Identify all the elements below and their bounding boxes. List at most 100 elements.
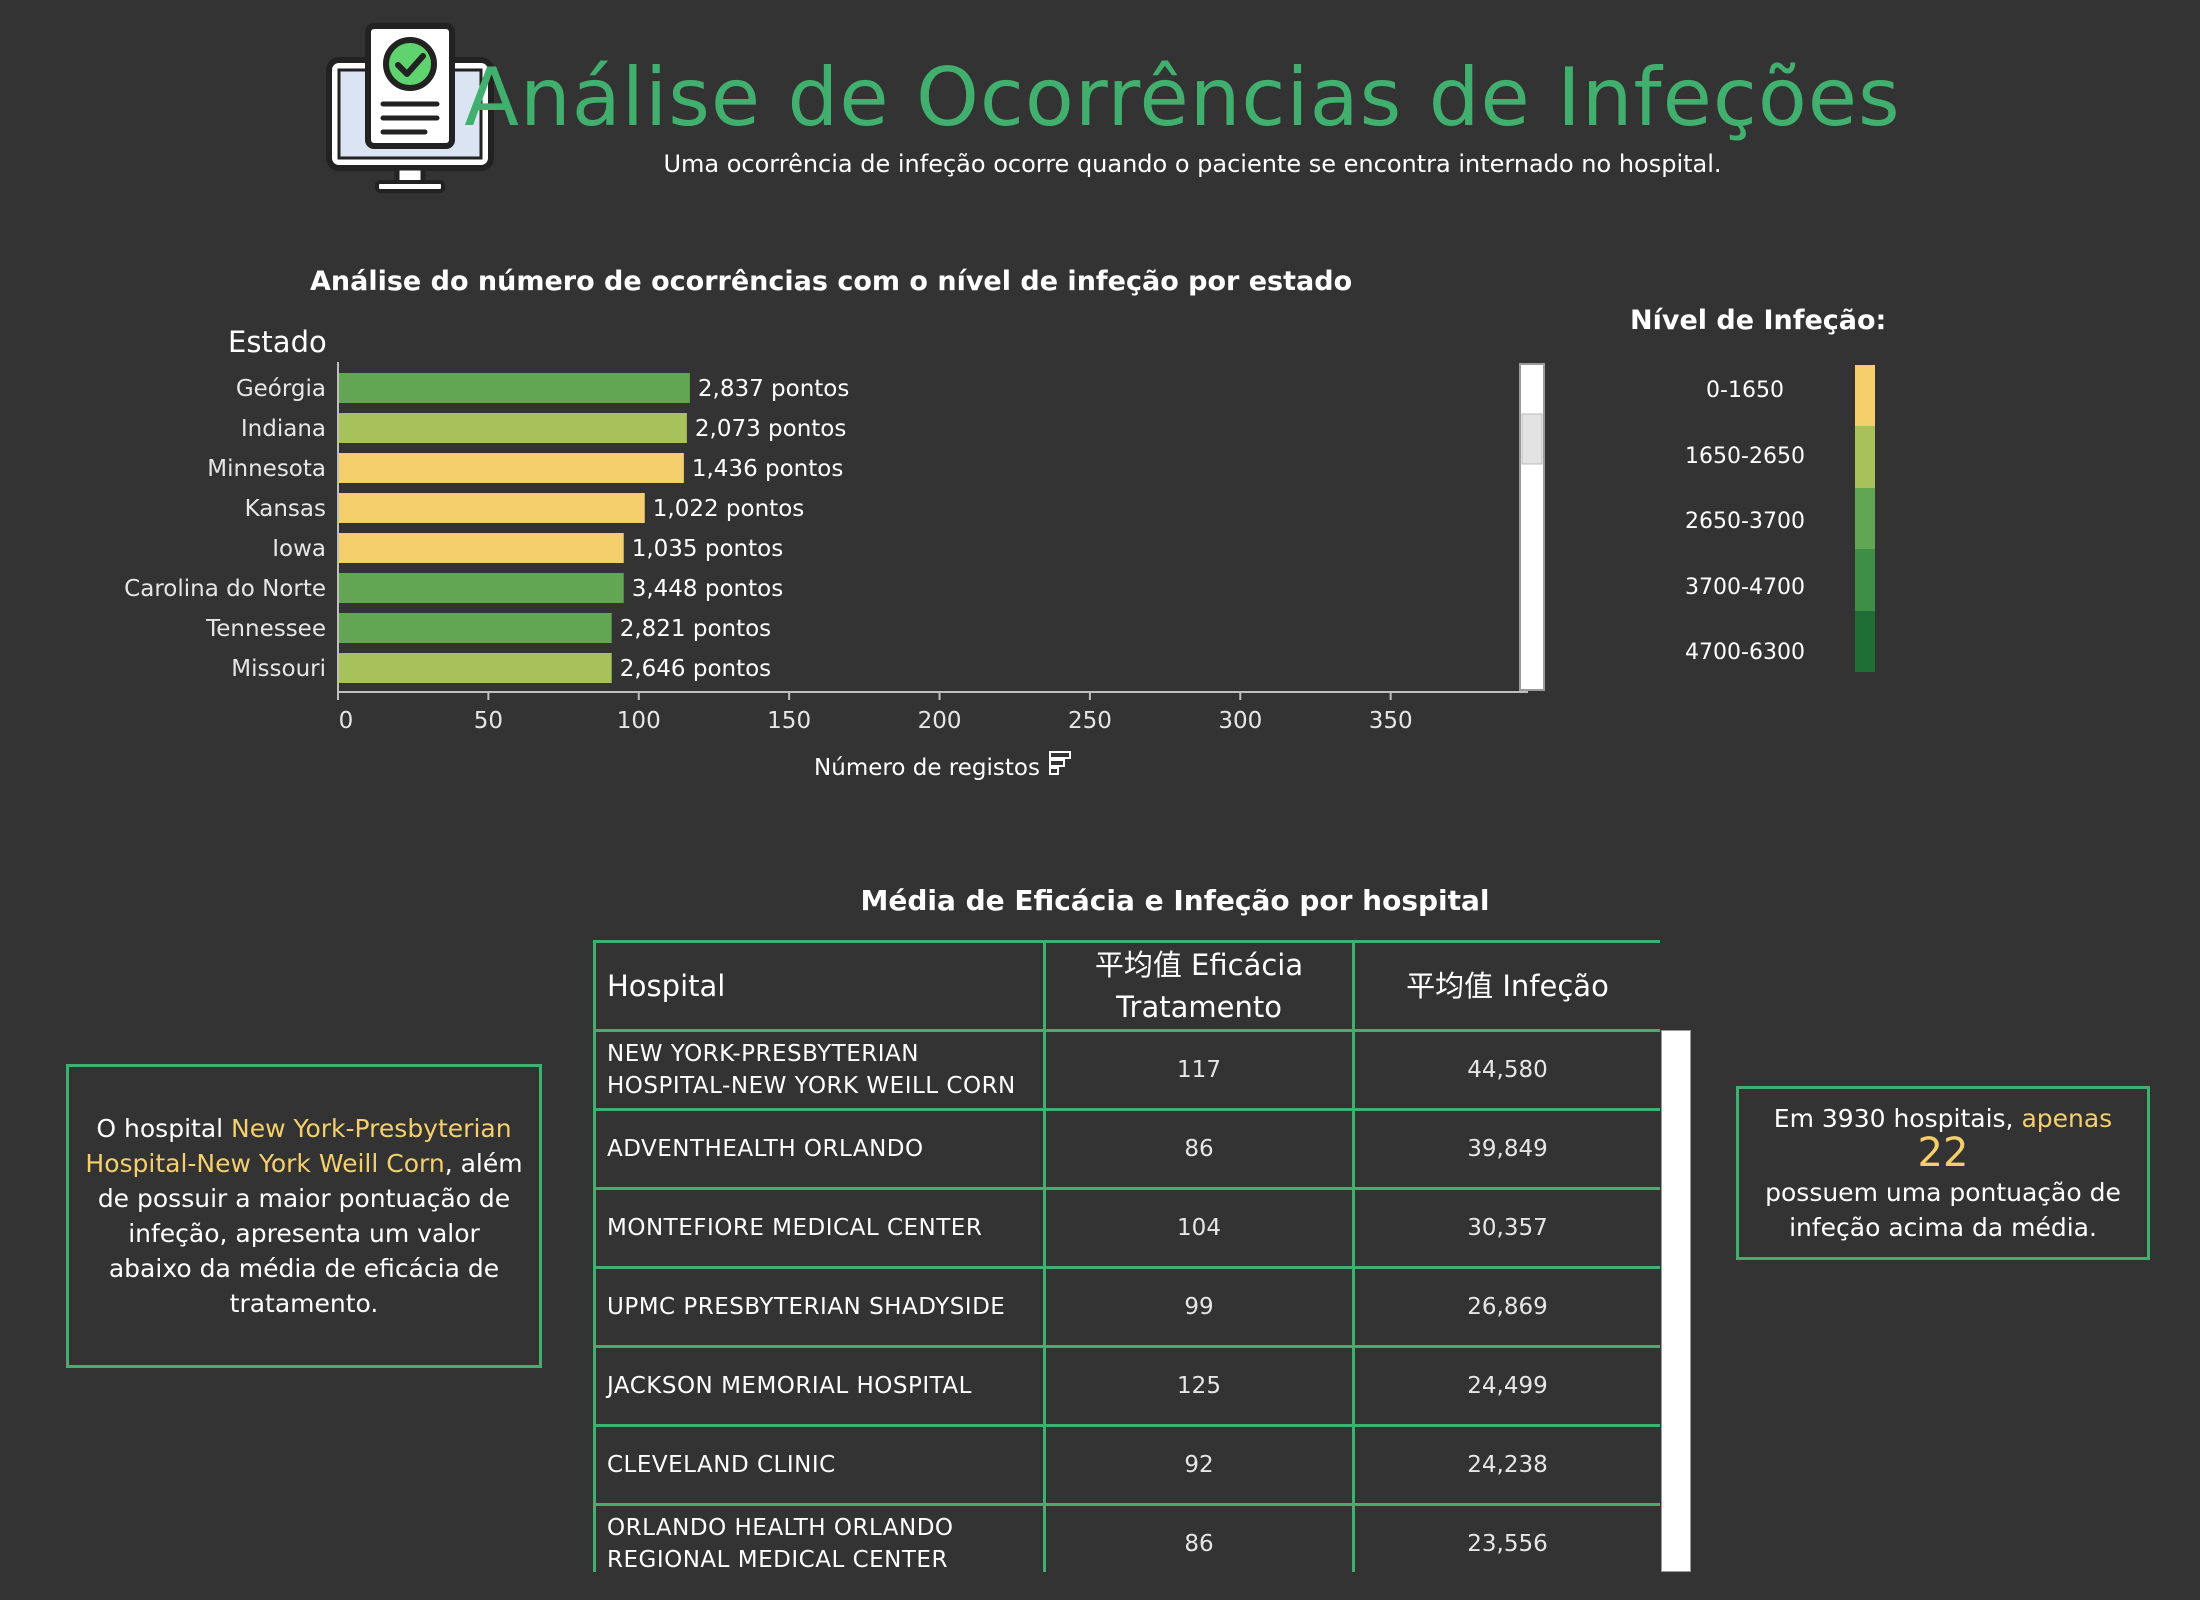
table-row[interactable]: ADVENTHEALTH ORLANDO 86 39,849 <box>593 1108 1660 1190</box>
insight-right-prefix: Em 3930 hospitais, <box>1773 1104 2022 1133</box>
chart-title: Análise do número de ocorrências com o n… <box>310 266 1353 297</box>
category-label: Carolina do Norte <box>124 576 326 602</box>
efficacy-cell: 104 <box>1043 1187 1355 1269</box>
bar-2 <box>338 453 684 483</box>
column-header-infection[interactable]: 平均值 Infeção <box>1352 940 1660 1032</box>
hospital-name-line1: JACKSON MEMORIAL HOSPITAL <box>607 1373 972 1399</box>
category-label: Geórgia <box>236 376 326 402</box>
bar-5 <box>338 573 624 603</box>
infection-cell: 26,869 <box>1352 1266 1660 1348</box>
insight-right-suffix: possuem uma pontuação de infeção acima d… <box>1765 1178 2121 1242</box>
efficacy-cell: 92 <box>1043 1424 1355 1506</box>
hospital-name-line1: UPMC PRESBYTERIAN SHADYSIDE <box>607 1294 1006 1320</box>
data-label: 2,073 pontos <box>695 416 846 442</box>
hospital-name-cell: UPMC PRESBYTERIAN SHADYSIDE <box>593 1266 1046 1348</box>
efficacy-cell: 99 <box>1043 1266 1355 1348</box>
hospital-name-line1: ADVENTHEALTH ORLANDO <box>607 1136 924 1162</box>
category-label: Tennessee <box>205 616 326 642</box>
data-label: 1,022 pontos <box>653 496 804 522</box>
hospital-name-cell: NEW YORK-PRESBYTERIAN HOSPITAL-NEW YORK W… <box>593 1029 1046 1111</box>
report-monitor-icon <box>326 23 494 193</box>
legend-swatch <box>1855 365 1875 427</box>
state-bar-chart: Estado Geórgia 2,837 pontos Indiana 2,073 po… <box>124 325 1545 781</box>
bar-3 <box>338 493 645 523</box>
table-row[interactable]: UPMC PRESBYTERIAN SHADYSIDE 99 26,869 <box>593 1266 1660 1348</box>
column-header-efficacy-line1: 平均值 Eficácia <box>1094 948 1304 982</box>
page-title: Análise de Ocorrências de Infeções <box>464 51 1901 144</box>
hospital-name-cell: ORLANDO HEALTH ORLANDO REGIONAL MEDICAL C… <box>593 1503 1046 1572</box>
x-axis-title: Número de registos <box>814 755 1040 781</box>
legend-label: 4700-6300 <box>1685 640 1805 665</box>
bar-0 <box>338 373 690 403</box>
infection-cell: 24,238 <box>1352 1424 1660 1506</box>
hospital-name-cell: ADVENTHEALTH ORLANDO <box>593 1108 1046 1190</box>
table-row[interactable]: NEW YORK-PRESBYTERIAN HOSPITAL-NEW YORK W… <box>593 1029 1660 1111</box>
x-tick-label: 350 <box>1369 708 1413 734</box>
hospital-name-line1: ORLANDO HEALTH ORLANDO <box>607 1515 954 1541</box>
category-label: Kansas <box>245 496 326 522</box>
insight-box-left: O hospital New York-Presbyterian Hospita… <box>66 1064 542 1368</box>
table-row[interactable]: JACKSON MEMORIAL HOSPITAL 125 24,499 <box>593 1345 1660 1427</box>
sort-icon[interactable] <box>1049 751 1071 775</box>
chart-scrollbar[interactable] <box>1519 363 1545 691</box>
x-tick-label: 100 <box>617 708 661 734</box>
data-label: 3,448 pontos <box>632 576 783 602</box>
legend-swatch <box>1855 549 1875 611</box>
insight-box-right: Em 3930 hospitais, apenas 22 possuem uma… <box>1736 1086 2150 1260</box>
column-header-hospital[interactable]: Hospital <box>593 940 1046 1032</box>
hospital-name-cell: CLEVELAND CLINIC <box>593 1424 1046 1506</box>
category-label: Iowa <box>272 536 326 562</box>
hospital-table: Hospital 平均值 Eficácia Tratamento 平均值 Inf… <box>593 940 1660 1572</box>
hospital-name-cell: JACKSON MEMORIAL HOSPITAL <box>593 1345 1046 1427</box>
table-row[interactable]: CLEVELAND CLINIC 92 24,238 <box>593 1424 1660 1506</box>
category-label: Minnesota <box>207 456 326 482</box>
data-label: 2,837 pontos <box>698 376 849 402</box>
category-label: Indiana <box>241 416 326 442</box>
legend-label: 3700-4700 <box>1685 574 1805 600</box>
infection-cell: 44,580 <box>1352 1029 1660 1111</box>
insight-left-prefix: O hospital <box>96 1114 232 1143</box>
x-tick-label: 300 <box>1218 708 1262 734</box>
efficacy-cell: 86 <box>1043 1108 1355 1190</box>
column-header-efficacy-line2: Tratamento <box>1116 990 1282 1024</box>
data-label: 2,821 pontos <box>620 616 771 642</box>
hospital-name-line1: MONTEFIORE MEDICAL CENTER <box>607 1215 983 1241</box>
table-row[interactable]: ORLANDO HEALTH ORLANDO REGIONAL MEDICAL C… <box>593 1503 1660 1572</box>
data-label: 1,035 pontos <box>632 536 783 562</box>
x-tick-label: 150 <box>767 708 811 734</box>
table-title: Média de Eficácia e Infeção por hospital <box>860 884 1490 917</box>
legend-swatch <box>1855 426 1875 488</box>
efficacy-cell: 86 <box>1043 1503 1355 1572</box>
efficacy-cell: 125 <box>1043 1345 1355 1427</box>
infection-cell: 30,357 <box>1352 1187 1660 1269</box>
data-label: 1,436 pontos <box>692 456 843 482</box>
bar-4 <box>338 533 624 563</box>
x-tick-label: 250 <box>1068 708 1112 734</box>
y-axis-title: Estado <box>228 325 327 359</box>
legend-swatch <box>1855 487 1875 550</box>
legend-title: Nível de Infeção: <box>1630 305 1887 336</box>
category-label: Missouri <box>231 656 326 682</box>
data-label: 2,646 pontos <box>620 656 771 682</box>
bar-6 <box>338 613 612 643</box>
table-row[interactable]: MONTEFIORE MEDICAL CENTER 104 30,357 <box>593 1187 1660 1269</box>
legend-label: 1650-2650 <box>1685 443 1805 469</box>
x-tick-label: 0 <box>339 708 354 734</box>
hospital-name-line1: NEW YORK-PRESBYTERIAN <box>607 1041 919 1067</box>
bar-1 <box>338 413 687 443</box>
efficacy-cell: 117 <box>1043 1029 1355 1111</box>
legend-label: 2650-3700 <box>1685 509 1805 534</box>
hospital-name-line2: HOSPITAL-NEW YORK WEILL CORN <box>607 1073 1016 1099</box>
hospital-name-cell: MONTEFIORE MEDICAL CENTER <box>593 1187 1046 1269</box>
infection-cell: 23,556 <box>1352 1503 1660 1572</box>
insight-right-highlight: apenas <box>2021 1104 2113 1133</box>
chart-scrollbar-thumb[interactable] <box>1521 413 1543 465</box>
infection-cell: 39,849 <box>1352 1108 1660 1190</box>
insight-left-highlight: New York-Presbyterian Hospital-New York … <box>85 1114 512 1178</box>
insight-left-suffix: , além de possuir a maior pontuação de i… <box>97 1149 523 1318</box>
table-scrollbar[interactable] <box>1661 1030 1691 1572</box>
hospital-table-container[interactable]: Hospital 平均值 Eficácia Tratamento 平均值 Inf… <box>593 940 1660 1572</box>
hospital-name-line2: REGIONAL MEDICAL CENTER <box>607 1547 948 1572</box>
column-header-efficacy[interactable]: 平均值 Eficácia Tratamento <box>1043 940 1355 1032</box>
x-tick-label: 200 <box>918 708 962 734</box>
